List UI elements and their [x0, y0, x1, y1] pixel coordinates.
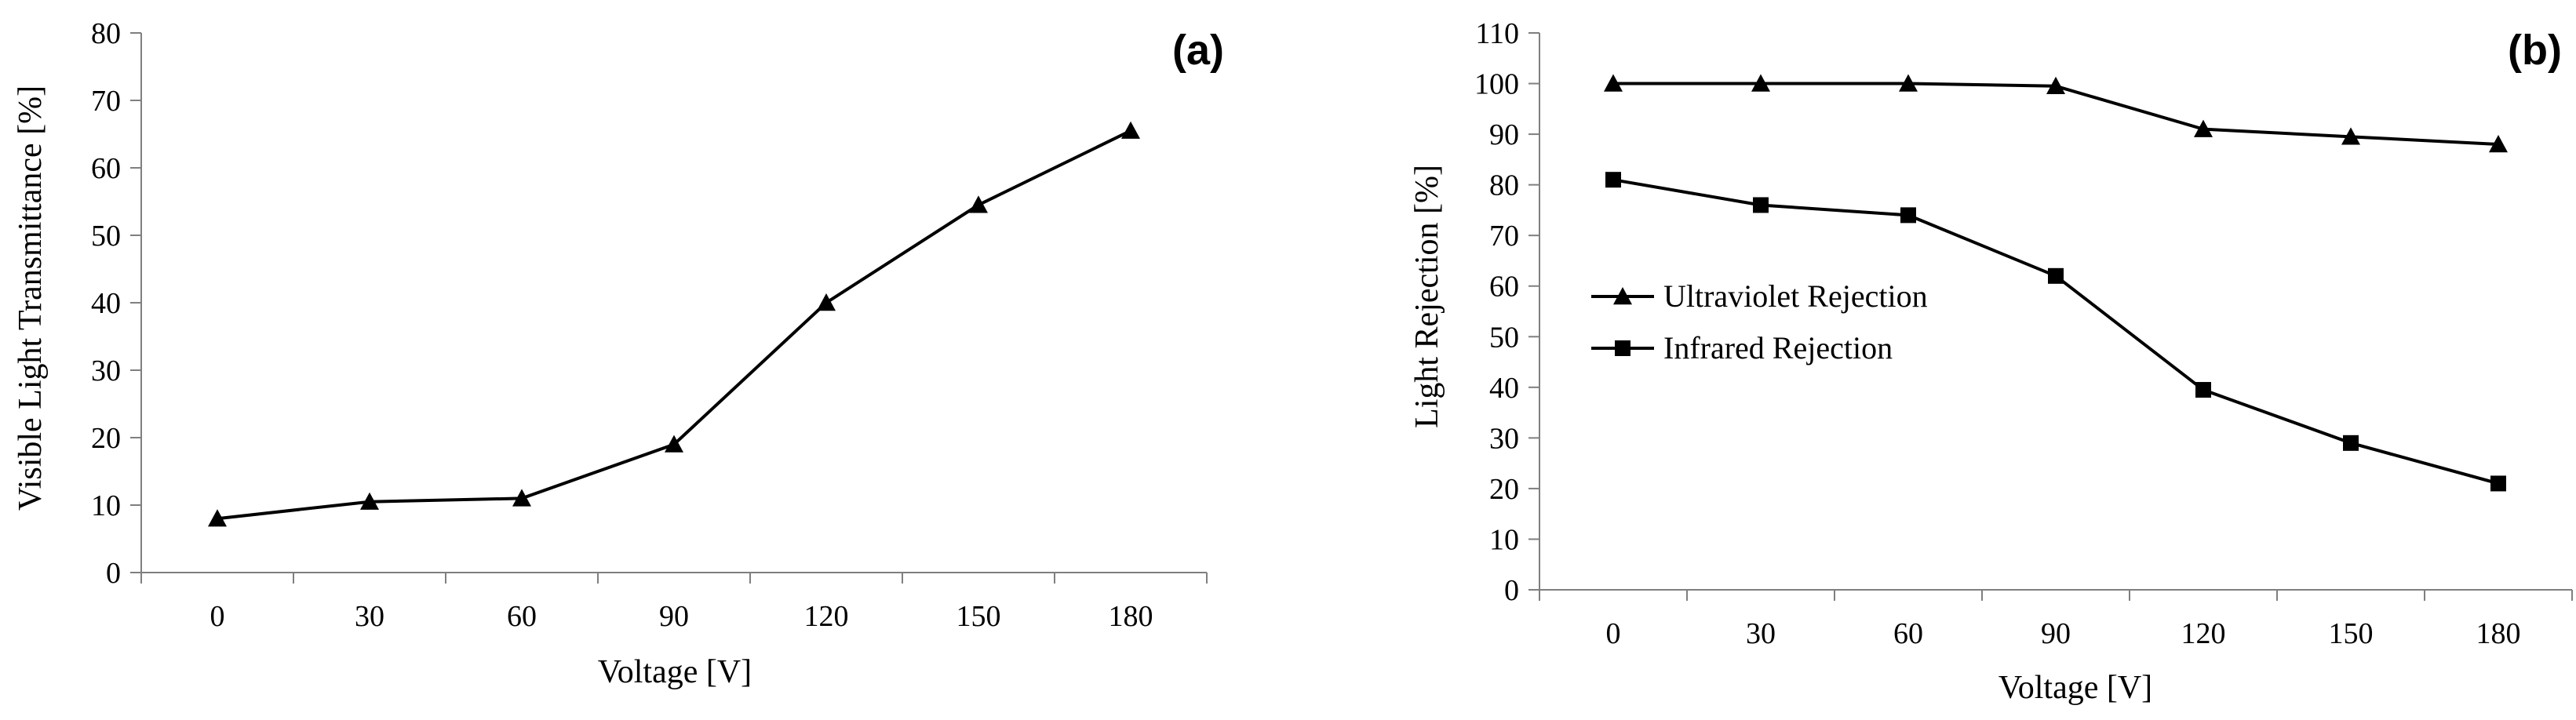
- chart-b-y-tick-label: 110: [1475, 17, 1519, 50]
- chart-b-y-tick-label: 20: [1489, 473, 1519, 506]
- chart-b-series-0-point: [2194, 119, 2213, 137]
- chart-b-series-1-point: [2343, 435, 2359, 451]
- chart-b-x-tick-label: 180: [2476, 617, 2521, 650]
- chart-b-y-tick-label: 50: [1489, 321, 1519, 354]
- chart-b-series-0-point: [1899, 74, 1918, 92]
- chart-b-y-tick-label: 90: [1489, 118, 1519, 151]
- chart-b-legend-label-1: Infrared Rejection: [1663, 330, 1893, 365]
- chart-b-y-tick-label: 70: [1489, 220, 1519, 253]
- chart-b-legend-label-0: Ultraviolet Rejection: [1663, 278, 1928, 314]
- chart-a-panel-label: (a): [1172, 27, 1224, 74]
- chart-b-legend-marker-0: [1613, 287, 1632, 305]
- chart-b-series-0-point: [2489, 135, 2508, 153]
- chart-b-x-tick-label: 90: [2041, 617, 2071, 650]
- chart-b-x-axis-title: Voltage [V]: [1998, 670, 2152, 706]
- chart-b: (b) Voltage [V] Light Rejection [%] 0 10 2…: [1409, 17, 2573, 706]
- chart-b-series-0-point: [2046, 76, 2065, 94]
- chart-a-y-tick-label: 70: [91, 85, 121, 118]
- chart-a-y-tick-label: 60: [91, 152, 121, 185]
- chart-b-y-tick-label: 40: [1489, 372, 1519, 405]
- chart-b-series-1-point: [1753, 197, 1769, 213]
- chart-b-series-0-point: [1751, 74, 1770, 92]
- chart-b-series-1-point: [2490, 475, 2506, 492]
- chart-b-y-axis-title: Light Rejection [%]: [1409, 165, 1445, 428]
- chart-a-series-0-line: [217, 129, 1131, 521]
- chart-a-x-tick-label: 180: [1109, 600, 1153, 633]
- chart-a-series-0-point: [512, 489, 531, 507]
- chart-b-y-tick-label: 10: [1489, 523, 1519, 556]
- chart-b-legend-marker-1: [1615, 340, 1630, 356]
- chart-b-x-tick-label: 150: [2329, 617, 2374, 650]
- chart-a-series-0-point: [208, 509, 227, 527]
- chart-a-y-tick-label: 40: [91, 287, 121, 320]
- chart-b-x-tick-label: 60: [1893, 617, 1923, 650]
- chart-a-series-0-point: [665, 435, 683, 453]
- chart-a-y-tick-label: 50: [91, 220, 121, 253]
- chart-b-x-tick-label: 30: [1746, 617, 1776, 650]
- chart-a-x-tick-label: 0: [210, 600, 225, 633]
- chart-a: (a) Voltage [V] Visible Light Transmitta…: [13, 17, 1224, 690]
- chart-b-y-tick-label: 0: [1504, 574, 1519, 607]
- chart-a-x-tick-label: 120: [804, 600, 849, 633]
- chart-b-y-tick-label: 100: [1474, 68, 1519, 101]
- chart-b-series-1-point: [2048, 267, 2064, 284]
- chart-a-x-axis-title: Voltage [V]: [598, 654, 752, 690]
- chart-a-series-0-point: [969, 195, 988, 213]
- chart-a-y-tick-label: 80: [91, 17, 121, 50]
- chart-a-x-tick-label: 150: [956, 600, 1001, 633]
- chart-b-series-1-point: [1900, 207, 1916, 224]
- chart-a-x-tick-label: 90: [659, 600, 689, 633]
- chart-a-y-tick-label: 10: [91, 489, 121, 522]
- chart-b-series-0-point: [1604, 74, 1623, 92]
- chart-b-x-tick-label: 0: [1606, 617, 1621, 650]
- chart-b-y-tick-label: 30: [1489, 422, 1519, 455]
- chart-b-series-0-point: [2341, 127, 2360, 145]
- chart-b-panel-label: (b): [2508, 27, 2562, 74]
- chart-b-x-tick-label: 120: [2181, 617, 2226, 650]
- chart-a-series-0-point: [360, 492, 379, 510]
- chart-a-series-0-point: [1121, 121, 1140, 139]
- chart-b-y-tick-label: 60: [1489, 271, 1519, 304]
- chart-a-x-tick-label: 60: [507, 600, 537, 633]
- chart-b-y-tick-label: 80: [1489, 169, 1519, 202]
- chart-b-series-1-point: [1605, 172, 1621, 188]
- chart-a-y-tick-label: 0: [106, 557, 121, 590]
- chart-a-series-0-point: [817, 293, 836, 311]
- chart-a-y-tick-label: 30: [91, 355, 121, 387]
- chart-a-x-tick-label: 30: [355, 600, 384, 633]
- chart-a-y-axis-title: Visible Light Transmittance [%]: [13, 85, 49, 511]
- chart-b-series-1-point: [2195, 382, 2211, 398]
- chart-a-y-tick-label: 20: [91, 422, 121, 455]
